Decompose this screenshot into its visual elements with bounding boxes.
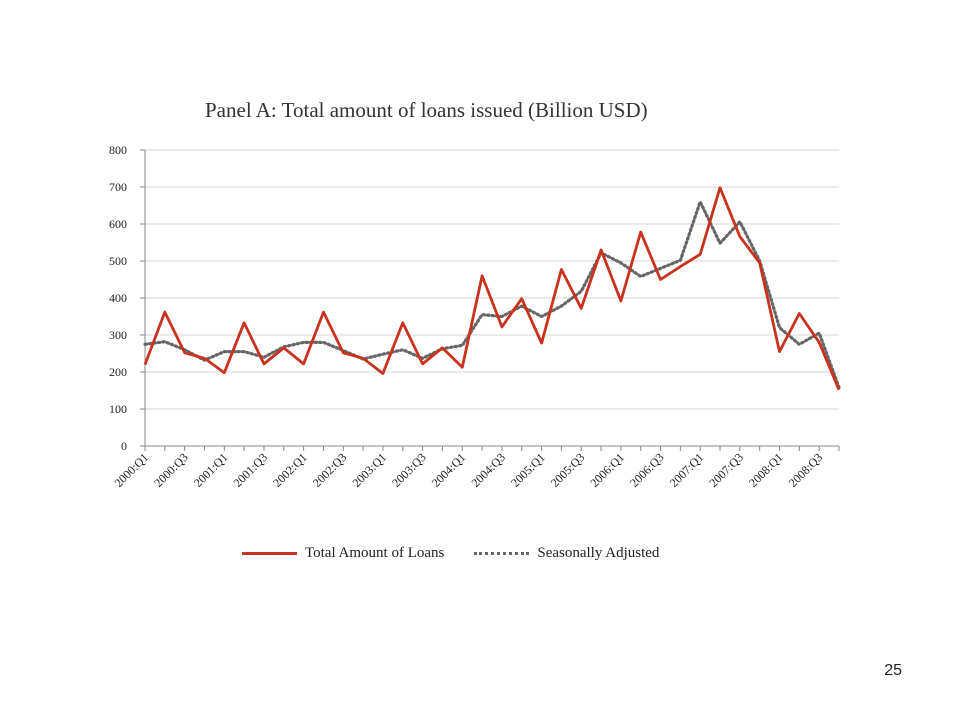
x-tick-label: 2004:Q1 — [429, 450, 469, 490]
x-tick-label: 2008:Q3 — [786, 450, 826, 490]
y-tick-label: 800 — [109, 143, 127, 157]
legend-swatch-total — [242, 552, 297, 555]
x-tick-label: 2002:Q3 — [310, 450, 350, 490]
x-tick-label: 2003:Q1 — [349, 450, 389, 490]
x-tick-label: 2007:Q1 — [667, 450, 707, 490]
legend-label-total: Total Amount of Loans — [305, 545, 445, 561]
x-tick-label: 2001:Q1 — [191, 450, 231, 490]
x-tick-label: 2002:Q1 — [270, 450, 310, 490]
x-tick-label: 2000:Q1 — [112, 450, 152, 490]
x-tick-label: 2001:Q3 — [230, 450, 270, 490]
series-line-seasonally-adjusted — [143, 200, 841, 390]
x-tick-label: 2005:Q1 — [508, 450, 548, 490]
y-tick-label: 300 — [109, 328, 127, 342]
series-group — [143, 186, 841, 391]
y-tick-label: 500 — [109, 254, 127, 268]
legend: Total Amount of Loans Seasonally Adjuste… — [242, 545, 689, 562]
x-axis-ticks: 2000:Q1 2000:Q3 2001:Q1 2001:Q3 2002:Q1 2002:… — [112, 450, 826, 490]
y-tick-label: 400 — [109, 291, 127, 305]
x-tick-label: 2004:Q3 — [468, 450, 508, 490]
legend-swatch-adjusted — [474, 552, 530, 555]
x-tick-label: 2005:Q3 — [548, 450, 588, 490]
x-tick-label: 2006:Q3 — [627, 450, 667, 490]
y-tick-label: 700 — [109, 180, 127, 194]
x-tick-label: 2003:Q3 — [389, 450, 429, 490]
legend-item-total: Total Amount of Loans — [242, 545, 444, 562]
gridlines — [145, 149, 839, 410]
x-tick-label: 2007:Q3 — [706, 450, 746, 490]
legend-item-adjusted: Seasonally Adjusted — [474, 545, 659, 562]
x-tick-label: 2008:Q1 — [746, 450, 786, 490]
x-tick-label: 2006:Q1 — [587, 450, 627, 490]
y-tick-label: 600 — [109, 217, 127, 231]
chart-title: Panel A: Total amount of loans issued (B… — [205, 98, 648, 122]
page-number: 25 — [884, 662, 902, 679]
axes — [140, 149, 840, 451]
series-line-total-amount-of-loans — [143, 186, 841, 391]
y-tick-label: 0 — [121, 439, 127, 453]
y-axis-ticks: 0 100 200 300 400 500 600 700 800 — [109, 143, 127, 453]
legend-label-adjusted: Seasonally Adjusted — [537, 545, 660, 561]
y-tick-label: 200 — [109, 365, 127, 379]
x-tick-label: 2000:Q3 — [151, 450, 191, 490]
y-tick-label: 100 — [109, 402, 127, 416]
